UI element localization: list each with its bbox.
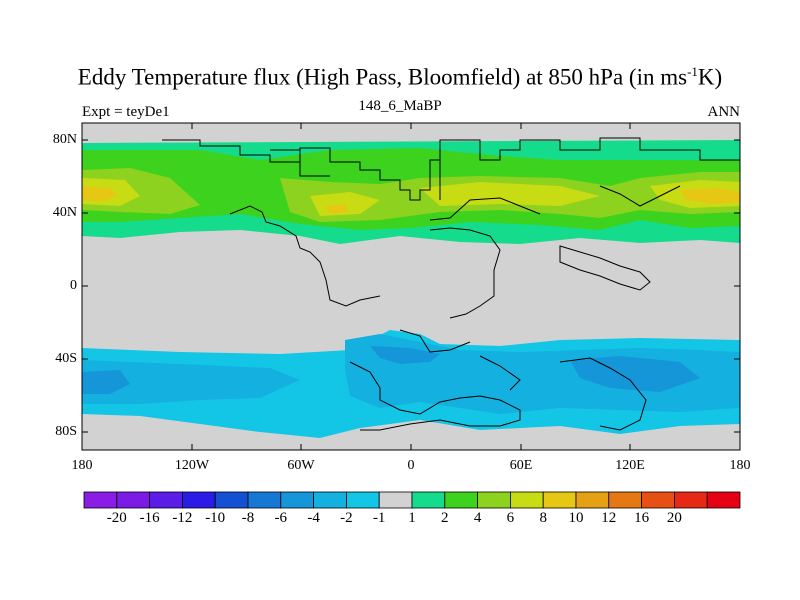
x-tick-label: 0	[407, 458, 415, 473]
y-tick-label: 80S	[55, 424, 77, 439]
colorbar-swatch	[477, 491, 511, 509]
x-tick-label: 120W	[174, 458, 210, 473]
colorbar-swatch	[149, 491, 183, 509]
field-layer	[82, 123, 740, 450]
colorbar	[83, 491, 741, 509]
colorbar-swatch	[247, 491, 282, 509]
coast-southern-block	[349, 361, 521, 431]
colorbar-swatch	[313, 491, 347, 509]
colorbar-swatch	[181, 491, 216, 509]
sh-band-mid	[82, 334, 740, 414]
experiment-label: Expt = teyDe1	[82, 104, 170, 120]
coast-western-block	[229, 205, 381, 307]
coast-southeast-block	[559, 357, 647, 431]
y-tick-label: 40N	[52, 205, 77, 220]
colorbar-label: -6	[274, 510, 288, 526]
plot-title: Eddy Temperature flux (High Pass, Bloomf…	[77, 64, 723, 90]
colorbar-label: 8	[539, 510, 547, 526]
coast-inner-lines	[270, 149, 681, 391]
x-tick-label: 180	[729, 458, 751, 473]
colorbar-swatch	[378, 491, 413, 509]
colorbar-swatch	[706, 491, 741, 509]
nh-band-high	[82, 168, 740, 222]
y-tick-label: 0	[70, 278, 77, 293]
colorbar-label: -16	[139, 510, 160, 526]
colorbar-swatch	[116, 491, 151, 509]
coast-northern-continent	[162, 137, 740, 201]
coastlines	[162, 137, 740, 431]
colorbar-swatch	[575, 491, 610, 509]
colorbar-label: 4	[473, 510, 482, 526]
colorbar-label: -10	[205, 510, 226, 526]
colorbar-label: 12	[601, 510, 617, 526]
colorbar-label: 20	[666, 510, 682, 526]
colorbar-swatch	[280, 491, 314, 509]
x-tick-label: 60W	[287, 458, 315, 473]
y-tick-label: 80N	[52, 132, 77, 147]
colorbar-label: -2	[340, 510, 353, 526]
colorbar-label: -4	[307, 510, 320, 526]
colorbar-label: 10	[568, 510, 584, 526]
sh-band-strong	[82, 346, 700, 394]
x-tick-label: 60E	[509, 458, 533, 473]
colorbar-swatch	[214, 491, 249, 509]
colorbar-swatch	[83, 491, 118, 509]
season-label: ANN	[707, 104, 741, 120]
colorbar-label: -8	[241, 510, 255, 526]
colorbar-label: 16	[634, 510, 650, 526]
x-tick-label: 180	[71, 458, 93, 473]
colorbar-swatch	[444, 491, 478, 509]
case-label: 148_6_MaBP	[358, 98, 442, 114]
colorbar-swatch	[608, 491, 642, 509]
colorbar-swatch	[674, 491, 708, 509]
coast-east-asia	[559, 245, 651, 291]
colorbar-label: 2	[441, 510, 449, 526]
x-tick-label: 120E	[615, 458, 645, 473]
colorbar-swatch	[411, 491, 446, 509]
colorbar-swatch	[509, 491, 544, 509]
plot-frame	[81, 122, 741, 451]
colorbar-swatch	[345, 491, 380, 509]
colorbar-label: -12	[172, 510, 193, 526]
colorbar-label: 1	[408, 510, 416, 526]
coast-eastern-block	[429, 227, 501, 319]
colorbar-swatch	[542, 491, 577, 509]
colorbar-label: -20	[106, 510, 127, 526]
colorbar-swatch	[641, 491, 675, 509]
y-tick-label: 40S	[55, 351, 77, 366]
colorbar-label: 6	[506, 510, 515, 526]
colorbar-label: -1	[372, 510, 386, 526]
